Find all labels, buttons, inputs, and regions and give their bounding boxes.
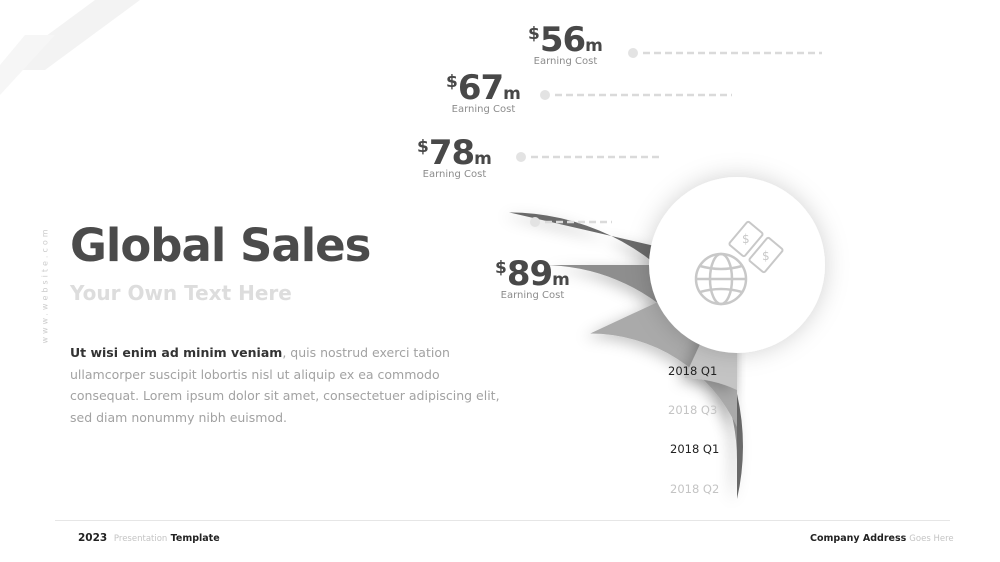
leader-dot [516, 152, 526, 162]
leader-dot [530, 217, 540, 227]
amount-caption: Earning Cost [451, 104, 516, 115]
quarter-label: 2018 Q1 [670, 442, 720, 456]
globe-icon [694, 252, 748, 306]
quarter-label: 2018 Q2 [670, 482, 720, 496]
footer-left: 2023 Presentation Template [78, 532, 220, 544]
leader-dot [540, 90, 550, 100]
slide-title: Global Sales [70, 219, 371, 272]
amount-label-89: $89m Earning Cost [495, 254, 570, 301]
slide-subtitle: Your Own Text Here [70, 281, 292, 305]
money-bills-icon: $ $ [728, 220, 784, 274]
amount-caption: Earning Cost [422, 169, 487, 180]
amount-caption: Earning Cost [533, 56, 598, 67]
body-bold-lead: Ut wisi enim ad minim veniam [70, 345, 283, 360]
amount-label-56: $56m Earning Cost [528, 20, 603, 67]
body-paragraph: Ut wisi enim ad minim veniam, quis nostr… [70, 342, 510, 428]
center-disc [649, 177, 825, 353]
decorative-stripes [0, 0, 140, 95]
body-text: , quis nostrud exerci tation ullamcorper… [70, 345, 500, 425]
amount-caption: Earning Cost [500, 290, 565, 301]
footer-right: Company Address Goes Here [810, 533, 954, 544]
amount-label-78: $78m Earning Cost [417, 133, 492, 180]
svg-text:$: $ [762, 249, 770, 263]
svg-text:$: $ [742, 232, 750, 246]
footer-divider [55, 520, 950, 521]
quarter-label: 2018 Q3 [668, 403, 718, 417]
quarter-label: 2018 Q1 [668, 364, 718, 378]
amount-label-67: $67m Earning Cost [446, 68, 521, 115]
leader-dot [628, 48, 638, 58]
